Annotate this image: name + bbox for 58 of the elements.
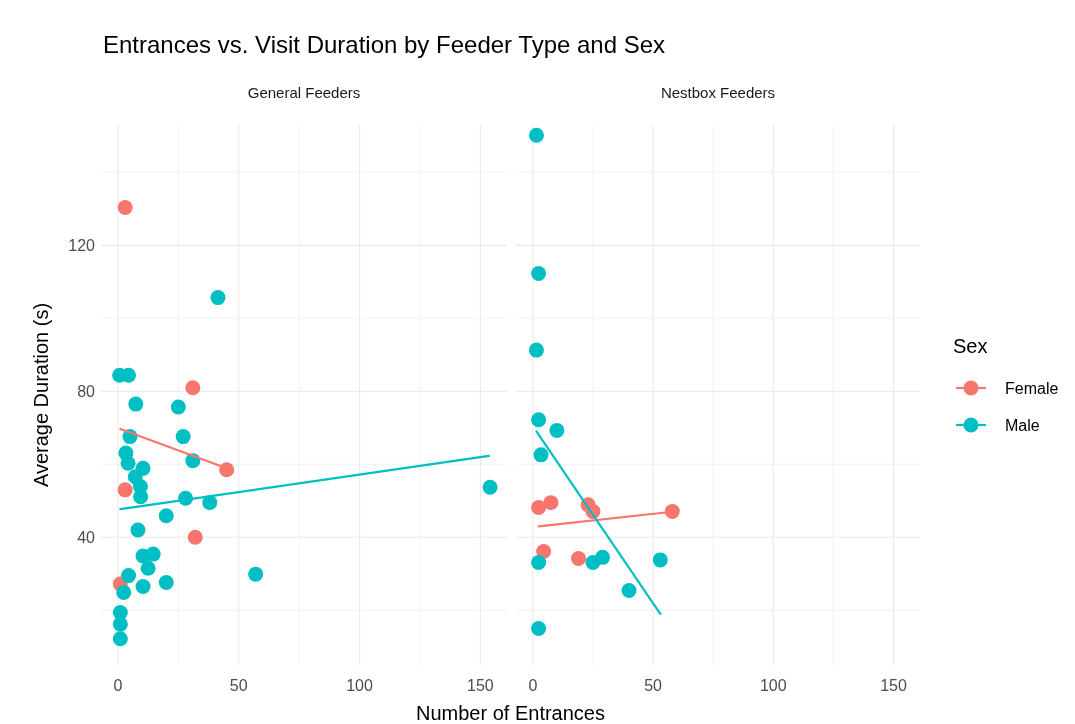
point [549, 422, 565, 438]
point [158, 575, 174, 591]
y-tick-label: 120 [68, 237, 96, 255]
point [202, 495, 218, 511]
x-axis-title: Number of Entrances [416, 702, 605, 724]
point [117, 482, 133, 498]
point [248, 566, 264, 582]
point [128, 396, 144, 412]
x-tick-label: 150 [880, 677, 907, 694]
x-tick-label: 0 [528, 677, 538, 694]
point [117, 199, 133, 215]
point [135, 579, 151, 595]
x-tick-label: 150 [467, 677, 494, 694]
x-tick-label: 100 [346, 677, 374, 694]
point [210, 290, 226, 306]
point [531, 499, 547, 515]
point [170, 399, 186, 415]
point [531, 621, 547, 637]
point [533, 447, 549, 463]
chart-subtitle: Nestbox Feeders [660, 84, 776, 101]
point [116, 584, 132, 600]
point [621, 583, 637, 599]
point [175, 429, 191, 445]
point [595, 549, 611, 565]
point [664, 503, 680, 519]
legend-label: Male [1005, 416, 1040, 434]
chart-subtitle: General Feeders [247, 84, 361, 101]
legend-title: Sex [953, 335, 988, 357]
point [531, 266, 547, 281]
point [112, 631, 128, 647]
legend-label: Female [1005, 379, 1059, 397]
point [130, 522, 146, 538]
point [531, 554, 547, 570]
point [571, 550, 587, 566]
point [185, 380, 201, 396]
point [121, 568, 137, 584]
point [482, 479, 498, 495]
point [531, 412, 547, 428]
y-tick-label: 80 [77, 382, 96, 400]
x-tick-label: 50 [644, 677, 663, 694]
point [543, 495, 559, 511]
chart-title: Entrances vs. Visit Duration by Feeder Type and Sex [103, 31, 666, 58]
point [652, 552, 668, 568]
point [135, 548, 151, 564]
x-tick-label: 50 [229, 677, 248, 694]
x-tick-label: 0 [113, 677, 123, 694]
point [120, 455, 136, 471]
point [133, 489, 149, 505]
y-tick-label: 40 [77, 528, 96, 546]
point [158, 508, 174, 524]
x-tick-label: 100 [759, 677, 787, 694]
point [528, 342, 544, 358]
point [528, 127, 544, 143]
point [219, 462, 235, 478]
point [112, 616, 128, 632]
point [187, 529, 203, 545]
y-axis-title: Average Duration (s) [30, 302, 52, 488]
point [140, 560, 156, 576]
